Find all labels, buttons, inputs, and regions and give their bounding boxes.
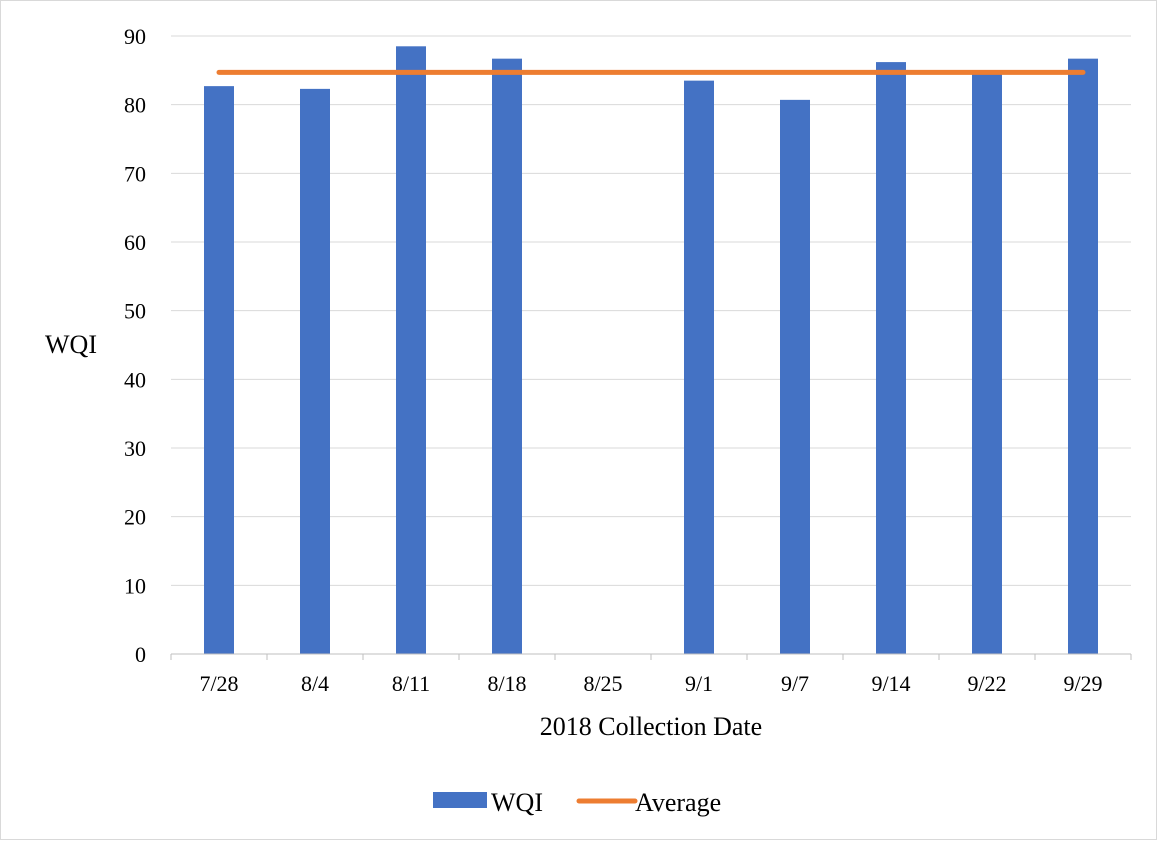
bar-wqi: [780, 99, 810, 655]
y-tick-label: 60: [124, 230, 146, 255]
x-tick-label: 7/28: [199, 671, 238, 696]
bar-wqi: [492, 58, 522, 655]
x-tick-label: 8/4: [301, 671, 329, 696]
y-tick-label: 30: [124, 436, 146, 461]
legend-label-wqi: WQI: [491, 788, 543, 817]
x-tick-labels: 7/28 8/4 8/11 8/18 8/25 9/1 9/7 9/14 9/22 9/29: [199, 671, 1102, 696]
bar-wqi: [1068, 58, 1098, 655]
axes: [170, 653, 1132, 660]
x-tick-label: 8/18: [487, 671, 526, 696]
x-tick-label: 9/14: [871, 671, 910, 696]
y-tick-labels: 0 10 20 30 40 50 60 70 80 90: [124, 24, 146, 667]
y-tick-label: 50: [124, 299, 146, 324]
y-tick-label: 0: [135, 642, 146, 667]
x-tick-label: 9/7: [781, 671, 809, 696]
x-axis-title: 2018 Collection Date: [540, 712, 762, 741]
x-tick-label: 9/22: [967, 671, 1006, 696]
legend: WQI Average: [433, 788, 721, 817]
legend-label-average: Average: [635, 788, 721, 817]
x-tick-label: 9/1: [685, 671, 713, 696]
bar-wqi: [972, 70, 1002, 655]
y-tick-label: 90: [124, 24, 146, 49]
y-axis-title: WQI: [45, 330, 97, 359]
bar-wqi: [204, 86, 234, 655]
bars: [204, 46, 1098, 655]
x-tick-label: 8/11: [392, 671, 430, 696]
bar-wqi: [876, 62, 906, 655]
bar-wqi: [684, 80, 714, 655]
y-tick-label: 10: [124, 573, 146, 598]
y-tick-label: 70: [124, 161, 146, 186]
x-tick-label: 9/29: [1063, 671, 1102, 696]
legend-swatch-wqi: [433, 792, 487, 808]
y-tick-label: 20: [124, 505, 146, 530]
bar-wqi: [300, 88, 330, 654]
bar-wqi: [396, 46, 426, 655]
y-tick-label: 40: [124, 367, 146, 392]
gridlines: [171, 35, 1131, 586]
x-tick-label: 8/25: [583, 671, 622, 696]
y-tick-label: 80: [124, 93, 146, 118]
